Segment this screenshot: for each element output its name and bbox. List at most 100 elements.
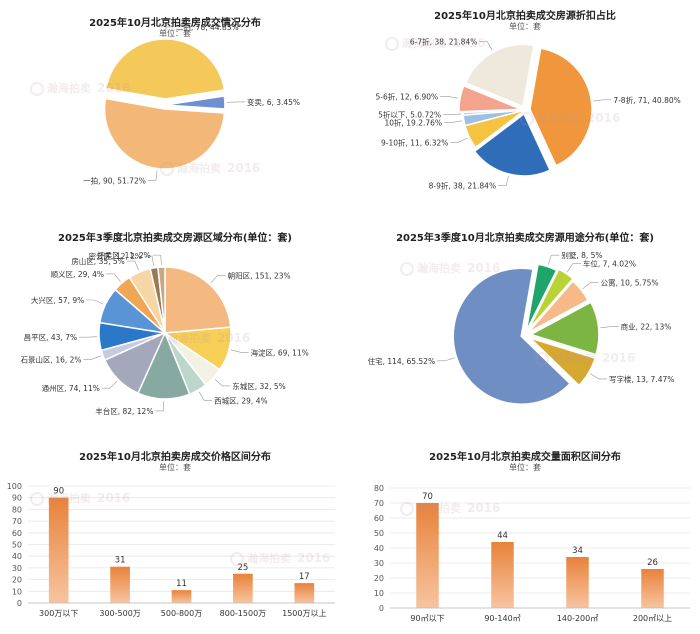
chart-subtitle: 单位：套 xyxy=(509,463,541,472)
leader-line xyxy=(498,175,509,186)
y-tick-label: 20 xyxy=(374,574,384,583)
slice-label: 9-10折, 11, 6.32% xyxy=(381,137,448,147)
chart-district-panel: 2025年3季度北京拍卖成交房源区域分布(单位：套) 朝阳区, 151, 23%… xyxy=(0,215,350,420)
pie-labels: 二拍, 78, 44.83% 变卖, 6, 3.45% 一拍, 90, 51.72% xyxy=(83,22,300,185)
leader-line xyxy=(444,120,462,123)
pie-chart-usage: 别墅, 8, 5%车位, 7, 4.02% 公寓, 10, 5.75% 商业, 22… xyxy=(368,250,675,405)
y-tick-label: 10 xyxy=(374,589,384,598)
pie-slice xyxy=(157,266,166,334)
bar xyxy=(416,503,439,608)
slice-label: 7-8折, 71, 40.80% xyxy=(613,95,680,105)
slice-label: 别墅, 8, 5% xyxy=(561,250,602,260)
pie-slice xyxy=(473,112,552,177)
y-tick-label: 90 xyxy=(12,494,22,503)
bar xyxy=(233,573,253,603)
slice-label: 8-9折, 38, 21.84% xyxy=(429,181,496,191)
slice-label: 海淀区, 69, 11% xyxy=(251,347,309,357)
x-tick-label: 300万以下 xyxy=(39,609,78,618)
bar-chart-area: 0 10 20 30 40 50 60 70 80 70 90㎡以下 44 90-140㎡ 34 140-2… xyxy=(374,484,690,623)
slice-label: 6-7折, 38, 21.84% xyxy=(410,37,477,47)
leader-line xyxy=(593,99,612,102)
bar-chart-price: 0 10 20 30 40 50 60 70 80 90 100 90 300万以下 31 300-500万… xyxy=(7,482,335,618)
leader-line xyxy=(101,380,118,389)
pie-slice xyxy=(462,109,526,116)
bar-value-label: 11 xyxy=(176,579,187,589)
slice-label: 10折, 19.2.76% xyxy=(384,117,442,127)
y-tick-label: 100 xyxy=(7,482,22,491)
slice-label: 东城区, 32, 5% xyxy=(232,381,285,391)
chart-subtitle: 单位：套 xyxy=(159,29,191,38)
bar-value-label: 25 xyxy=(237,563,248,573)
slice-label: 石景山区, 16, 2% xyxy=(21,354,82,364)
slice-label: 房山区, 35, 5% xyxy=(71,256,124,266)
x-tick-label: 500-800万 xyxy=(161,609,202,618)
leader-line xyxy=(600,326,619,328)
chart-title: 2025年10月北京拍卖成交房源折扣占比 xyxy=(434,11,616,22)
pie-labels: 别墅, 8, 5%车位, 7, 4.02% 公寓, 10, 5.75% 商业, 22… xyxy=(368,250,675,384)
bar-value-label: 44 xyxy=(497,531,508,541)
x-tick-label: 800-1500万 xyxy=(220,609,267,618)
bar-value-label: 90 xyxy=(53,487,64,497)
slice-label: 朝阳区, 151, 23% xyxy=(228,271,291,280)
y-tick-label: 70 xyxy=(12,517,22,526)
y-tick-label: 50 xyxy=(374,529,384,538)
chart-subtitle: 单位：套 xyxy=(159,463,191,472)
slice-label: 昌平区, 43, 7% xyxy=(24,333,77,342)
leader-line xyxy=(155,400,164,412)
leader-line xyxy=(79,336,98,338)
slice-label: 写字楼, 13, 7.47% xyxy=(609,374,674,384)
pie-labels: 朝阳区, 151, 23% 海淀区, 69, 11% 东城区, 32, 5% 西城区,… xyxy=(21,250,309,416)
bar-value-label: 31 xyxy=(115,556,126,566)
chart-round-panel: 2025年10月北京拍卖房成交情况分布 单位：套 二拍, 78, 44.83% 变… xyxy=(0,0,350,205)
y-tick-label: 50 xyxy=(12,541,22,550)
leader-line xyxy=(230,349,249,353)
slice-label: 密云区, 12, 2% xyxy=(89,251,142,261)
chart-title: 2025年10月北京拍卖成交量面积区间分布 xyxy=(429,452,621,463)
bar-value-label: 26 xyxy=(647,558,658,568)
x-tick-label: 90㎡以下 xyxy=(410,614,444,623)
y-tick-label: 30 xyxy=(12,564,22,573)
leader-line xyxy=(198,391,213,401)
chart-usage-panel: 2025年3季度10月北京拍卖成交房源用途分布(单位：套) 别墅, 8, 5% 车… xyxy=(350,215,700,420)
pie-slice xyxy=(527,268,575,331)
bar xyxy=(566,557,589,608)
y-tick-label: 60 xyxy=(374,514,384,523)
y-tick-label: 20 xyxy=(12,576,22,585)
chart-title: 2025年10月北京拍卖房成交情况分布 xyxy=(89,18,261,29)
slice-label: 5折以下, 5.0.72% xyxy=(378,110,441,120)
slice-label: 车位, 7, 4.02% xyxy=(583,259,636,269)
pie-chart-round: 二拍, 78, 44.83% 变卖, 6, 3.45% 一拍, 90, 51.72% xyxy=(83,22,300,185)
leader-line xyxy=(86,299,104,305)
y-tick-label: 40 xyxy=(12,552,22,561)
leader-line xyxy=(547,254,560,265)
bar-value-label: 70 xyxy=(422,492,433,502)
pie-slice xyxy=(105,38,226,100)
chart-title: 2025年3季度北京拍卖成交房源区域分布(单位：套) xyxy=(58,233,292,244)
pie-slice xyxy=(464,43,535,108)
chart-title: 2025年10月北京拍卖房成交价格区间分布 xyxy=(79,452,271,463)
leader-line xyxy=(147,170,158,181)
pie-slice xyxy=(529,47,593,167)
y-tick-label: 30 xyxy=(374,559,384,568)
leader-line xyxy=(83,355,102,360)
slice-label: 公寓, 10, 5.75% xyxy=(601,278,659,288)
pie-slice xyxy=(527,280,590,334)
slice-label: 商业, 22, 13% xyxy=(621,322,672,332)
leader-line xyxy=(479,41,493,51)
leader-line xyxy=(106,273,121,282)
slice-label: 怀柔区, 11, 2% xyxy=(97,250,150,260)
y-tick-label: 0 xyxy=(17,599,22,608)
leader-line xyxy=(582,282,599,290)
y-tick-label: 70 xyxy=(374,499,384,508)
leader-line xyxy=(152,254,162,266)
bar xyxy=(641,569,664,608)
leader-line xyxy=(144,255,154,266)
x-tick-label: 200㎡以上 xyxy=(633,614,672,623)
y-tick-label: 40 xyxy=(374,544,384,553)
leader-line xyxy=(440,96,459,99)
x-tick-label: 140-200㎡ xyxy=(557,614,598,623)
slice-label: 西城区, 29, 4% xyxy=(214,396,267,405)
slice-label: 大兴区, 57, 9% xyxy=(31,295,84,305)
bar xyxy=(110,566,130,603)
leader-line xyxy=(590,373,607,380)
